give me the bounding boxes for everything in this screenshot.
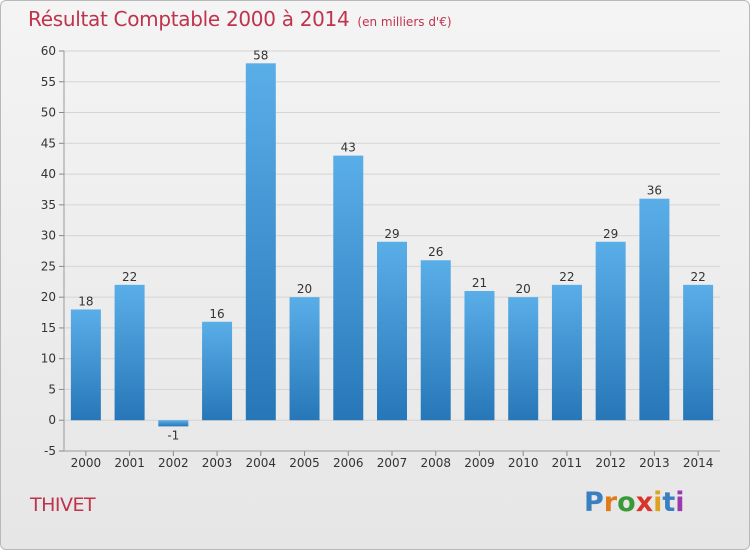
y-tick-label: 30 bbox=[41, 229, 56, 243]
y-tick-label: 5 bbox=[48, 382, 56, 396]
x-tick-label: 2011 bbox=[552, 456, 583, 470]
x-tick-label: 2002 bbox=[158, 456, 189, 470]
x-tick-label: 2012 bbox=[595, 456, 626, 470]
bar-2008 bbox=[420, 260, 451, 421]
x-tick-label: 2005 bbox=[289, 456, 320, 470]
data-label: 21 bbox=[472, 276, 487, 290]
x-tick-label: 2007 bbox=[377, 456, 408, 470]
data-label: 58 bbox=[253, 48, 268, 62]
logo-letter: P bbox=[584, 487, 604, 518]
y-tick-label: -5 bbox=[44, 444, 56, 458]
logo-letter: o bbox=[617, 487, 636, 518]
data-label: 43 bbox=[341, 141, 356, 155]
x-tick-label: 2003 bbox=[202, 456, 233, 470]
bar-2001 bbox=[114, 284, 145, 421]
data-label: 20 bbox=[516, 282, 531, 296]
x-tick-label: 2013 bbox=[639, 456, 670, 470]
data-label: 36 bbox=[647, 184, 662, 198]
bar-2004 bbox=[245, 63, 276, 421]
data-label: 18 bbox=[78, 294, 93, 308]
y-tick-label: 50 bbox=[41, 106, 56, 120]
logo-letter: t bbox=[662, 487, 676, 518]
y-tick-label: 10 bbox=[41, 352, 56, 366]
chart-title-text: Résultat Comptable 2000 à 2014 bbox=[28, 7, 350, 31]
bar-2011 bbox=[551, 284, 582, 421]
logo-letter: x bbox=[635, 487, 654, 518]
data-label: -1 bbox=[167, 428, 179, 442]
x-tick-label: 2008 bbox=[420, 456, 451, 470]
bar-2012 bbox=[595, 241, 626, 421]
data-label: 22 bbox=[559, 270, 574, 284]
logo-letter: r bbox=[603, 487, 618, 518]
logo-letter: i bbox=[675, 487, 685, 518]
data-labels: 18 22 -1 16 58 20 43 29 26 21 20 22 29 36 22 bbox=[78, 48, 706, 442]
proxiti-logo: Proxiti bbox=[584, 487, 685, 518]
data-label: 20 bbox=[297, 282, 312, 296]
chart-title: Résultat Comptable 2000 à 2014 (en millie… bbox=[28, 7, 452, 31]
x-tick-label: 2010 bbox=[508, 456, 539, 470]
bar-2009 bbox=[464, 291, 495, 421]
bar-2013 bbox=[639, 198, 670, 421]
y-axis-ticks: -5 0 5 10 15 20 25 30 35 40 45 50 55 60 bbox=[41, 44, 65, 458]
x-tick-label: 2014 bbox=[683, 456, 714, 470]
bars bbox=[70, 63, 714, 427]
y-tick-label: 40 bbox=[41, 167, 56, 181]
commune-name: THIVET bbox=[30, 494, 96, 516]
data-label: 29 bbox=[384, 227, 399, 241]
y-tick-label: 55 bbox=[41, 75, 56, 89]
data-label: 22 bbox=[690, 270, 705, 284]
data-label: 16 bbox=[209, 307, 224, 321]
bar-2002 bbox=[158, 420, 189, 427]
data-label: 22 bbox=[122, 270, 137, 284]
x-axis-ticks: 2000 2001 2002 2003 2004 2005 2006 2007 2008 2009… bbox=[64, 450, 720, 470]
data-label: 26 bbox=[428, 245, 443, 259]
x-tick-label: 2006 bbox=[333, 456, 364, 470]
data-label: 29 bbox=[603, 227, 618, 241]
bar-2007 bbox=[377, 241, 407, 421]
bar-2006 bbox=[333, 155, 364, 421]
y-tick-label: 25 bbox=[41, 259, 56, 273]
y-tick-label: 15 bbox=[41, 321, 56, 335]
y-tick-label: 35 bbox=[41, 198, 56, 212]
bar-2010 bbox=[508, 297, 539, 421]
y-tick-label: 60 bbox=[41, 44, 56, 58]
bar-2014 bbox=[683, 284, 714, 421]
x-tick-label: 2001 bbox=[114, 456, 145, 470]
x-tick-label: 2000 bbox=[71, 456, 102, 470]
x-tick-label: 2009 bbox=[464, 456, 495, 470]
logo-letter: i bbox=[653, 487, 663, 518]
bar-2000 bbox=[70, 309, 101, 421]
y-tick-label: 20 bbox=[41, 290, 56, 304]
y-tick-label: 0 bbox=[48, 413, 56, 427]
y-tick-label: 45 bbox=[41, 136, 56, 150]
x-tick-label: 2004 bbox=[246, 456, 277, 470]
chart-subtitle: (en milliers d'€) bbox=[357, 15, 452, 29]
bar-2005 bbox=[289, 297, 320, 421]
bar-2003 bbox=[202, 321, 233, 421]
